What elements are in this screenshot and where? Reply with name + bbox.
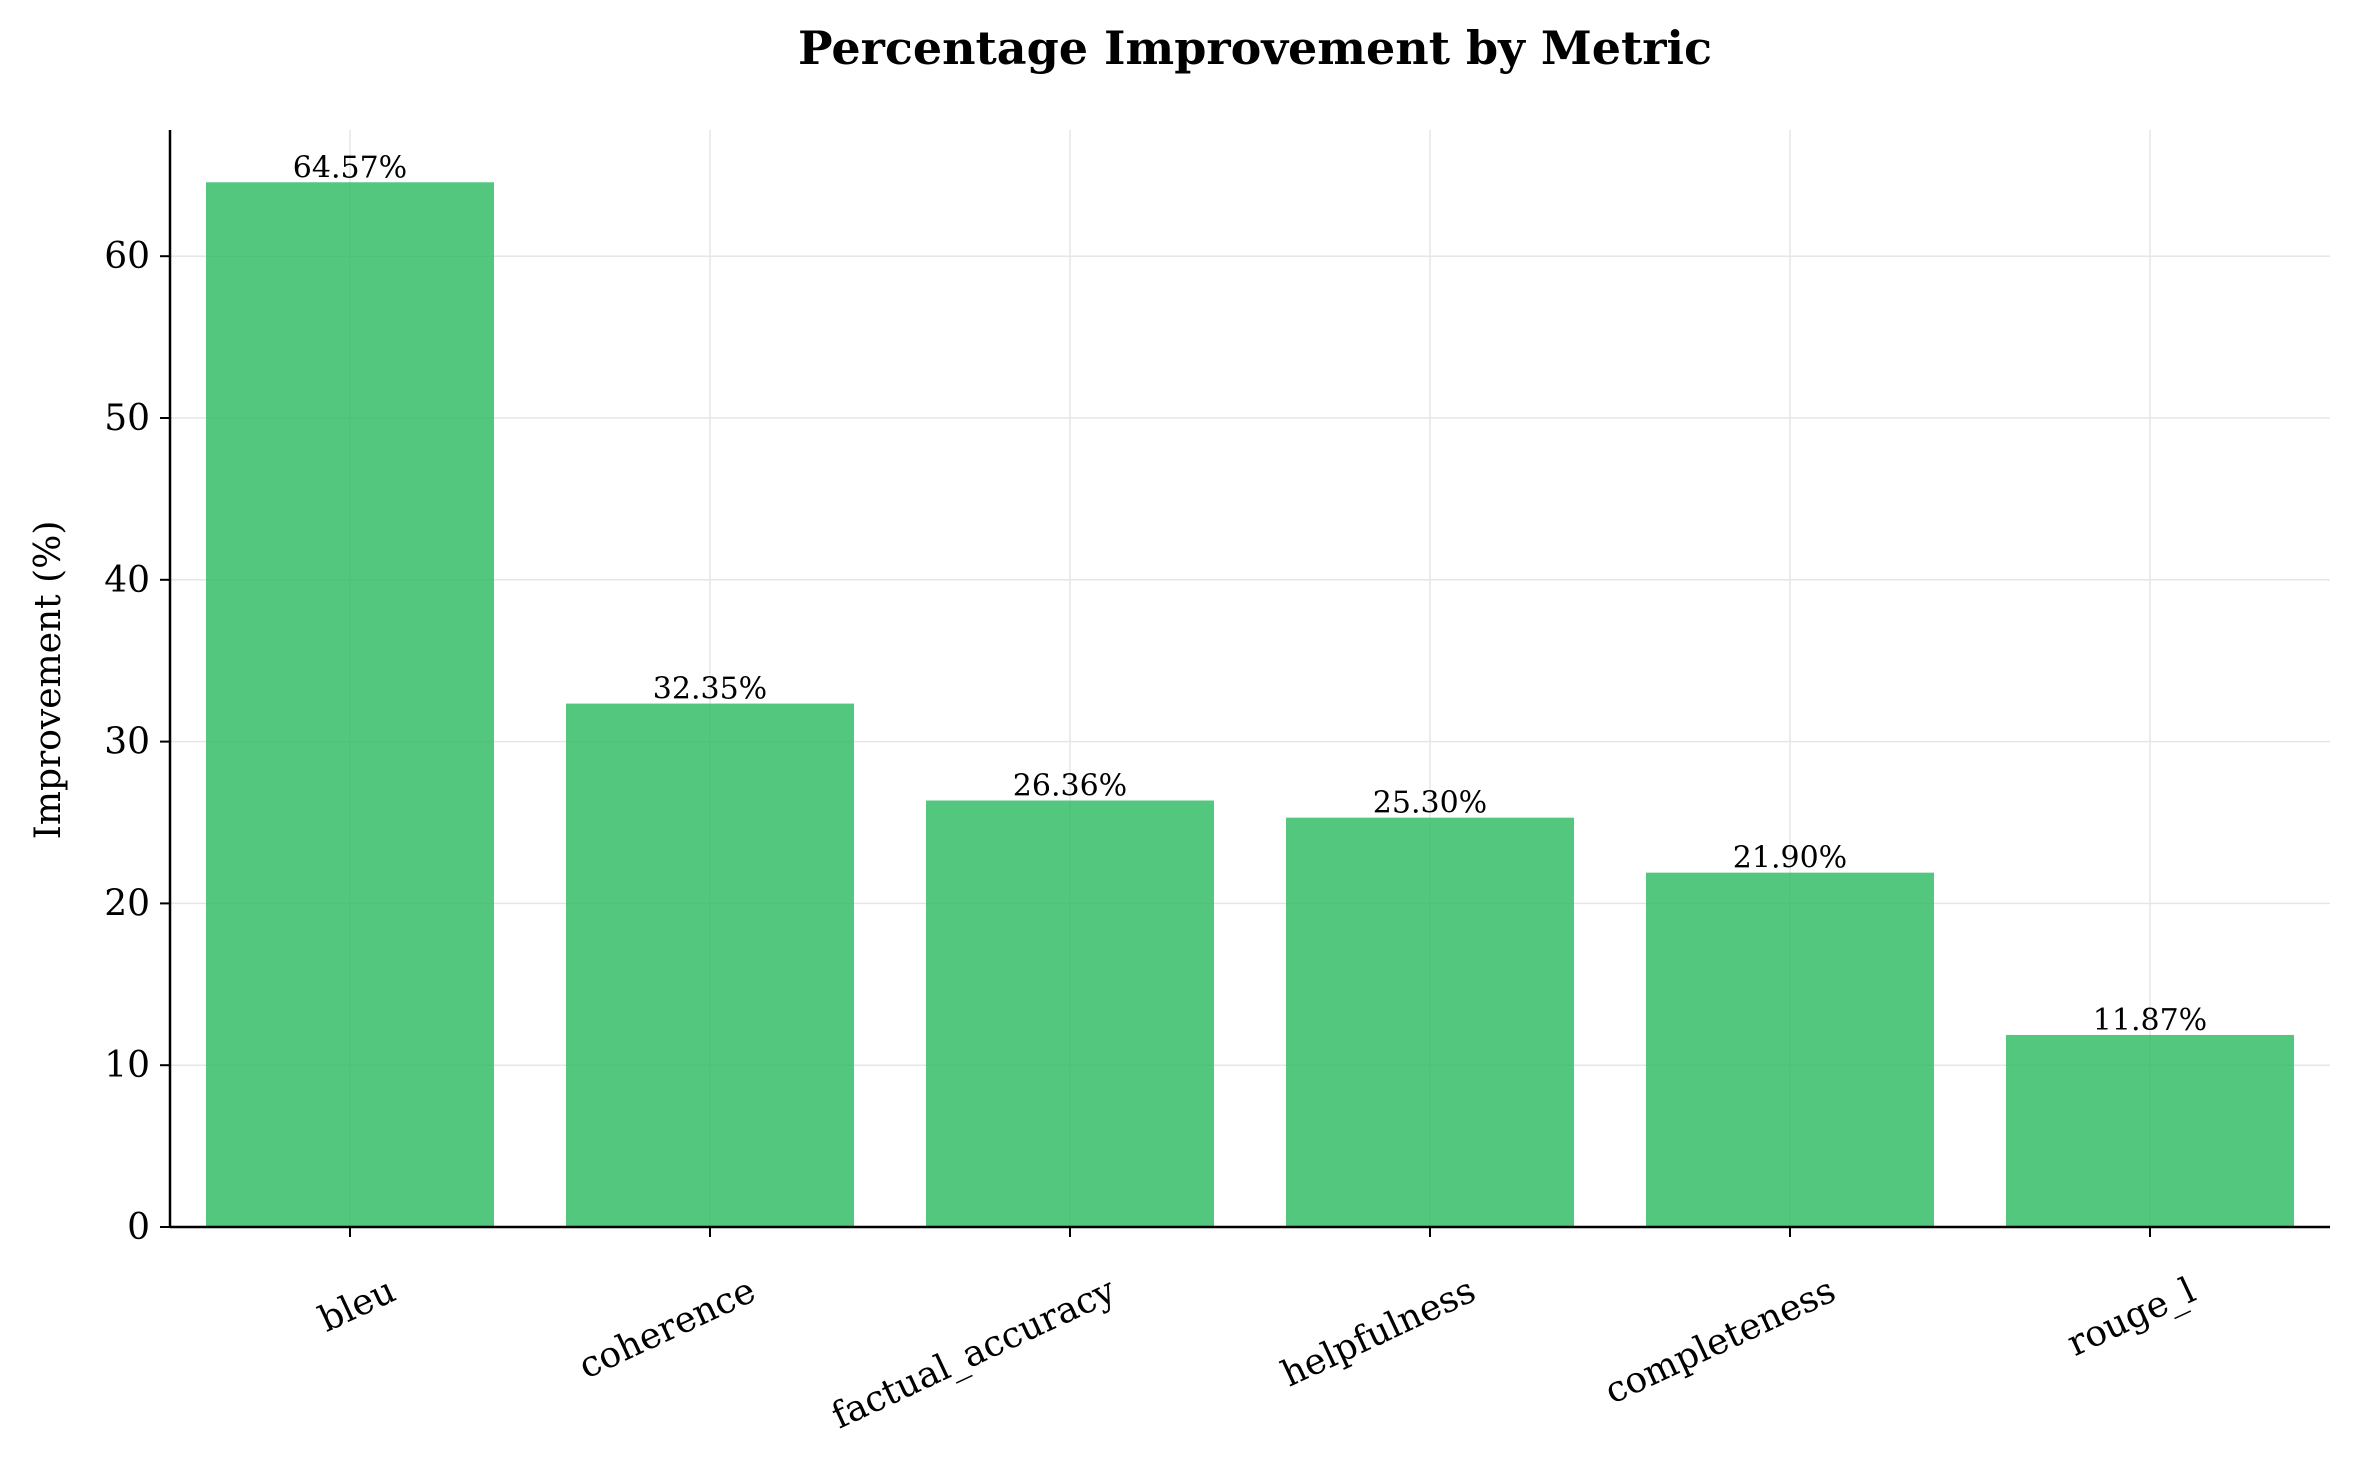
x-tick-label: rouge_l <box>2061 1270 2202 1365</box>
bar-value-labels: 64.57% 32.35% 26.36% 25.30% 21.90% 11.87% <box>293 150 2207 1038</box>
bar-coherence <box>566 703 854 1227</box>
bar-factual_accuracy <box>926 800 1214 1227</box>
y-tick-label: 0 <box>127 1207 150 1248</box>
bar-completeness <box>1646 872 1934 1227</box>
x-tick-label: completeness <box>1599 1270 1842 1412</box>
bar-value-label: 32.35% <box>653 672 767 707</box>
x-tick-label: coherence <box>573 1270 762 1387</box>
bar-value-label: 64.57% <box>293 150 407 185</box>
bar-helpfulness <box>1286 817 1574 1227</box>
y-tick-label: 20 <box>104 883 150 924</box>
bar-value-label: 26.36% <box>1013 768 1127 803</box>
y-axis-ticks: 0 10 20 30 40 50 60 <box>104 236 170 1248</box>
chart-title: Percentage Improvement by Metric <box>798 21 1712 75</box>
bar-value-label: 21.90% <box>1733 841 1847 876</box>
bar-rouge_l <box>2006 1034 2294 1227</box>
x-axis-ticks: bleu coherence factual_accuracy helpfulness… <box>313 1227 2202 1437</box>
bars <box>206 182 2294 1227</box>
y-tick-label: 40 <box>104 560 150 601</box>
y-tick-label: 50 <box>104 398 150 439</box>
y-tick-label: 60 <box>104 236 150 277</box>
axes <box>168 130 2330 1229</box>
y-axis-label: Improvement (%) <box>28 521 69 840</box>
x-tick-label: bleu <box>313 1270 402 1341</box>
x-tick-label: factual_accuracy <box>826 1270 1123 1437</box>
bar-value-label: 11.87% <box>2093 1003 2207 1038</box>
x-tick-label: helpfulness <box>1275 1270 1481 1395</box>
bar-value-label: 25.30% <box>1373 786 1487 821</box>
bar-bleu <box>206 182 494 1227</box>
y-tick-label: 30 <box>104 722 150 763</box>
y-tick-label: 10 <box>104 1045 150 1086</box>
